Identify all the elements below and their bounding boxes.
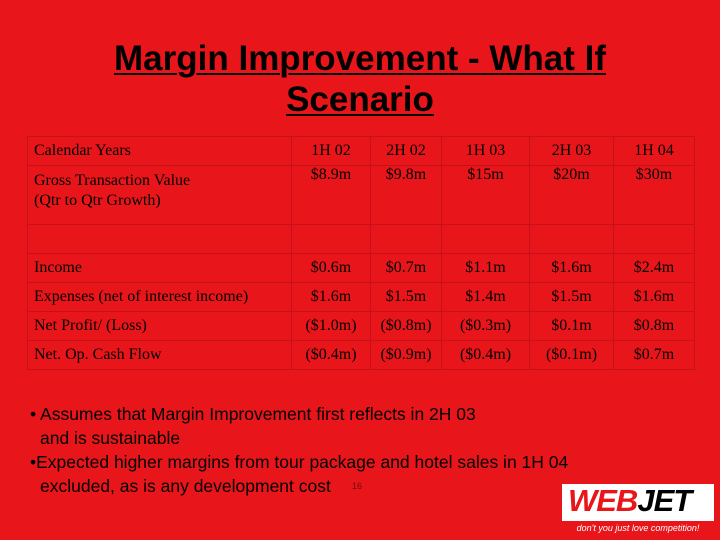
table-cell: $2.4m xyxy=(613,253,695,283)
row-label: Expenses (net of interest income) xyxy=(27,282,292,312)
bullet-notes: • Assumes that Margin Improvement first … xyxy=(30,402,690,498)
empty-cell xyxy=(370,224,442,254)
table-cell: $1.6m xyxy=(613,282,695,312)
table-cell: ($0.4m) xyxy=(291,340,371,370)
table-header-row: Calendar Years 1H 02 2H 02 1H 03 2H 03 1… xyxy=(27,136,695,166)
header-cell-2h03: 2H 03 xyxy=(529,136,614,166)
logo-tagline: don't you just love competition! xyxy=(562,521,714,536)
header-cell-1h02: 1H 02 xyxy=(291,136,371,166)
table-cell: ($0.3m) xyxy=(441,311,530,341)
header-cell-label: Calendar Years xyxy=(27,136,292,166)
table-cell: ($0.4m) xyxy=(441,340,530,370)
header-cell-1h04: 1H 04 xyxy=(613,136,695,166)
table-cell: $0.7m xyxy=(370,253,442,283)
table-row-expenses: Expenses (net of interest income) $1.6m … xyxy=(27,282,695,312)
table-cell: $30m xyxy=(613,165,695,225)
logo-wordmark: WEBJET xyxy=(568,484,692,518)
table-cell: $0.1m xyxy=(529,311,614,341)
table-cell: $1.4m xyxy=(441,282,530,312)
table-cell: $0.6m xyxy=(291,253,371,283)
table-cell: $1.6m xyxy=(529,253,614,283)
gtv-label-line-2: (Qtr to Qtr Growth) xyxy=(34,192,161,209)
slide-title: Margin Improvement - What If Scenario xyxy=(0,38,720,120)
table-cell: $1.1m xyxy=(441,253,530,283)
empty-cell xyxy=(613,224,695,254)
empty-cell xyxy=(529,224,614,254)
table-cell: $1.6m xyxy=(291,282,371,312)
table-cell: $1.5m xyxy=(529,282,614,312)
table-row-gross-transaction-value: Gross Transaction Value (Qtr to Qtr Grow… xyxy=(27,165,695,225)
row-label: Net Profit/ (Loss) xyxy=(27,311,292,341)
table-cell: $1.5m xyxy=(370,282,442,312)
empty-cell xyxy=(291,224,371,254)
logo-jet-text: JET xyxy=(637,484,692,518)
table-cell: $8.9m xyxy=(291,165,371,225)
table-row-income: Income $0.6m $0.7m $1.1m $1.6m $2.4m xyxy=(27,253,695,283)
bullet-1-line-1: • Assumes that Margin Improvement first … xyxy=(30,404,476,424)
table-cell: ($0.1m) xyxy=(529,340,614,370)
table-row-net-profit: Net Profit/ (Loss) ($1.0m) ($0.8m) ($0.3… xyxy=(27,311,695,341)
table-cell: $20m xyxy=(529,165,614,225)
table-cell: $15m xyxy=(441,165,530,225)
table-row-net-op-cash-flow: Net. Op. Cash Flow ($0.4m) ($0.9m) ($0.4… xyxy=(27,340,695,370)
header-cell-2h02: 2H 02 xyxy=(370,136,442,166)
table-cell: $0.8m xyxy=(613,311,695,341)
empty-cell xyxy=(441,224,530,254)
title-line-1: Margin Improvement - What If xyxy=(114,39,606,78)
header-cell-1h03: 1H 03 xyxy=(441,136,530,166)
table-cell: $9.8m xyxy=(370,165,442,225)
table-cell: ($0.8m) xyxy=(370,311,442,341)
bullet-2-line-1: •Expected higher margins from tour packa… xyxy=(30,452,569,472)
row-label: Income xyxy=(27,253,292,283)
table-cell: ($1.0m) xyxy=(291,311,371,341)
table-cell: $0.7m xyxy=(613,340,695,370)
empty-cell xyxy=(27,224,292,254)
gtv-label-line-1: Gross Transaction Value xyxy=(34,172,191,189)
title-line-2: Scenario xyxy=(286,80,434,119)
table-row-spacer xyxy=(27,224,695,254)
bullet-1-line-2: and is sustainable xyxy=(40,428,181,448)
logo-web-text: WEB xyxy=(568,484,638,518)
financial-table: Calendar Years 1H 02 2H 02 1H 03 2H 03 1… xyxy=(27,136,695,370)
bullet-2-line-2: excluded, as is any development cost xyxy=(40,476,331,496)
webjet-logo: WEBJET don't you just love competition! xyxy=(562,484,714,536)
table-cell: ($0.9m) xyxy=(370,340,442,370)
row-label: Gross Transaction Value (Qtr to Qtr Grow… xyxy=(27,165,292,225)
row-label: Net. Op. Cash Flow xyxy=(27,340,292,370)
page-number: 16 xyxy=(352,481,363,491)
